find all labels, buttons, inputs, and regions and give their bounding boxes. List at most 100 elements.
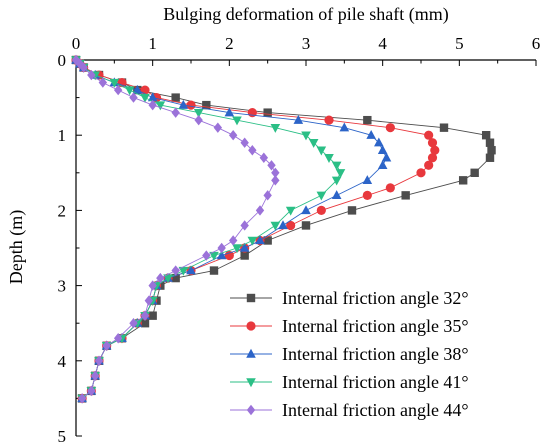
data-point xyxy=(224,107,235,117)
data-point xyxy=(278,220,288,230)
data-point xyxy=(140,310,150,321)
data-point xyxy=(148,280,157,291)
data-point xyxy=(140,319,150,328)
data-point xyxy=(171,107,180,118)
data-point xyxy=(316,191,327,201)
data-point xyxy=(263,190,272,201)
data-point xyxy=(316,146,327,156)
data-point xyxy=(98,77,108,88)
legend-entry: Internal friction angle 41° xyxy=(230,372,469,392)
data-point xyxy=(255,205,265,216)
y-tick-label: 5 xyxy=(58,427,67,446)
data-point xyxy=(270,123,281,133)
x-tick-label: 6 xyxy=(532,34,541,53)
series-5 xyxy=(71,54,280,404)
x-tick-label: 0 xyxy=(72,34,81,53)
legend-marker xyxy=(246,348,256,358)
y-tick-label: 4 xyxy=(58,352,67,371)
legend-marker xyxy=(246,404,256,416)
data-point xyxy=(194,114,203,126)
y-tick-label: 2 xyxy=(58,201,67,220)
data-point xyxy=(209,251,219,261)
data-point xyxy=(248,145,257,156)
data-point xyxy=(240,220,249,231)
data-point xyxy=(481,131,491,140)
legend-label: Internal friction angle 38° xyxy=(282,344,469,364)
data-point xyxy=(339,122,350,132)
x-tick-label: 2 xyxy=(225,34,234,53)
legend-label: Internal friction angle 41° xyxy=(282,372,469,392)
legend-entry: Internal friction angle 32° xyxy=(230,288,469,308)
data-point xyxy=(324,115,334,125)
data-point xyxy=(401,191,410,200)
data-point xyxy=(232,116,242,126)
data-point xyxy=(259,152,269,163)
data-point xyxy=(113,333,123,344)
data-point xyxy=(485,138,495,147)
data-point xyxy=(232,244,242,254)
ticks: 0 1 2 3 4 5 6 0 1 2 3 4 5 xyxy=(58,34,541,446)
data-point xyxy=(148,99,157,111)
legend-entry: Internal friction angle 38° xyxy=(230,344,469,364)
data-point xyxy=(87,385,96,397)
data-point xyxy=(202,100,211,110)
legend-marker xyxy=(246,293,256,303)
data-point xyxy=(301,131,311,141)
data-point xyxy=(178,99,189,109)
data-point xyxy=(285,206,296,216)
data-point xyxy=(147,92,158,102)
data-point xyxy=(186,100,196,110)
data-point xyxy=(424,130,434,140)
legend: Internal friction angle 32° Internal fric… xyxy=(230,288,469,420)
data-point xyxy=(217,242,226,254)
data-point xyxy=(171,273,180,283)
data-point xyxy=(216,250,227,260)
data-point xyxy=(487,146,496,155)
data-point xyxy=(385,123,395,133)
data-point xyxy=(308,139,319,148)
y-tick-label: 0 xyxy=(58,51,67,70)
series-layer xyxy=(71,54,496,404)
data-point xyxy=(129,318,138,329)
data-point xyxy=(430,145,440,155)
data-point xyxy=(124,86,135,96)
data-point xyxy=(335,169,346,178)
data-point xyxy=(193,108,204,118)
data-point xyxy=(424,160,434,170)
legend-label: Internal friction angle 35° xyxy=(282,316,469,336)
x-tick-label: 3 xyxy=(302,34,311,53)
data-point xyxy=(228,130,238,141)
axes: Bulging deformation of pile shaft (mm) D… xyxy=(6,4,536,436)
data-point xyxy=(247,236,258,246)
data-point xyxy=(202,250,211,261)
data-point xyxy=(228,235,238,246)
x-tick-label: 5 xyxy=(455,34,464,53)
data-point xyxy=(178,266,189,276)
data-point xyxy=(240,251,249,260)
data-point xyxy=(239,242,250,252)
data-point xyxy=(171,265,180,276)
data-point xyxy=(362,190,372,200)
data-point xyxy=(240,137,249,148)
data-point xyxy=(156,272,165,284)
data-point xyxy=(144,295,154,306)
data-point xyxy=(427,153,438,163)
data-point xyxy=(140,93,150,103)
data-point xyxy=(286,220,296,231)
x-tick-label: 4 xyxy=(378,34,387,53)
data-point xyxy=(381,152,392,162)
data-point xyxy=(263,236,272,245)
data-point xyxy=(255,235,265,245)
data-point xyxy=(267,160,276,171)
data-point xyxy=(129,92,138,103)
data-point xyxy=(94,355,104,366)
data-point xyxy=(148,311,157,320)
data-point xyxy=(293,114,304,124)
data-point xyxy=(209,266,219,275)
data-point xyxy=(485,153,495,162)
data-point xyxy=(324,154,334,163)
data-point xyxy=(77,393,87,404)
data-point xyxy=(171,93,180,102)
data-point xyxy=(301,221,311,230)
legend-label: Internal friction angle 32° xyxy=(282,288,469,308)
